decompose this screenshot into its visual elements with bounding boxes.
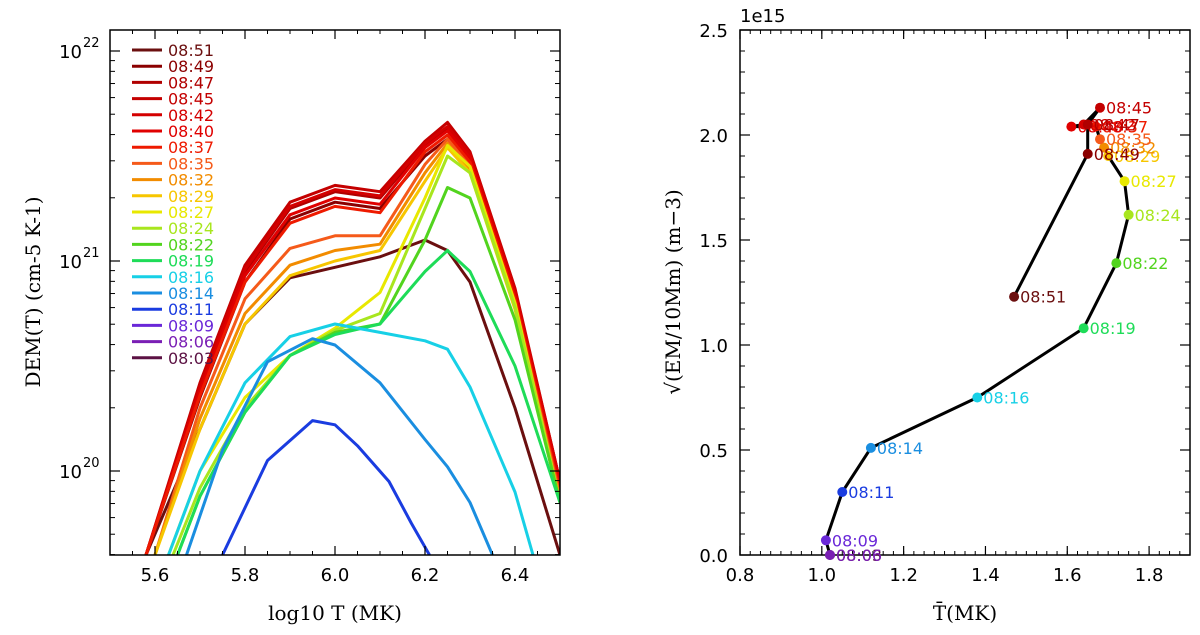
- dem-x-tick-label: 5.8: [231, 565, 260, 586]
- em-x-tick-label: 1.2: [889, 565, 918, 586]
- em-point-0824: [1123, 209, 1134, 220]
- em-point-label: 08:45: [1106, 99, 1152, 118]
- legend-label: 08:29: [168, 187, 214, 206]
- em-point-0827: [1119, 176, 1130, 187]
- em-point-0816: [972, 392, 983, 403]
- legend-label: 08:24: [168, 219, 214, 238]
- legend-label: 08:11: [168, 300, 214, 319]
- em-point-label: 08:51: [1020, 288, 1066, 307]
- em-point-0851: [1009, 291, 1020, 302]
- em-point-0829: [1103, 151, 1114, 161]
- em-point-0806: [825, 550, 835, 560]
- em-point-label: 08:14: [877, 439, 923, 458]
- em-point-label: 08:24: [1135, 206, 1181, 225]
- em-point-0819: [1078, 323, 1089, 334]
- legend-label: 08:42: [168, 106, 214, 125]
- em-point-label: 08:42: [1090, 116, 1136, 135]
- em-point-0835: [1095, 134, 1105, 145]
- em-y-tick-label: 0.0: [699, 546, 728, 567]
- em-point-label: 08:22: [1122, 254, 1168, 273]
- legend-label: 08:47: [168, 73, 214, 92]
- dem-x-tick-label: 5.6: [141, 565, 170, 586]
- em-x-axis-label: T̄(MK): [933, 600, 997, 625]
- dem-y-tick-label: 10: [59, 252, 82, 273]
- em-y-ticks: 0.0 0.5 1.0 1.5 2.0 2.5: [699, 21, 1190, 567]
- dem-curve-0816: [167, 322, 535, 555]
- em-y-axis-label: √(EM/10Mm) (m−3): [661, 189, 685, 394]
- em-point-0811: [837, 487, 848, 497]
- legend-label: 08:14: [168, 284, 214, 303]
- legend-label: 08:45: [168, 90, 214, 109]
- em-x-tick-label: 1.0: [807, 565, 836, 586]
- em-y-tick-label: 1.5: [699, 231, 728, 252]
- em-offset-label: 1e15: [740, 6, 785, 27]
- dem-y-tick-exponent: 21: [83, 246, 100, 261]
- em-point-label: 08:16: [983, 389, 1029, 408]
- legend-label: 08:03: [168, 349, 214, 368]
- dem-x-tick-label: 6.0: [321, 565, 350, 586]
- em-point-label: 08:29: [1114, 147, 1160, 166]
- dem-legend: 08:5108:4908:4708:4508:4208:4008:3708:35…: [132, 41, 214, 368]
- em-point-0845: [1095, 102, 1105, 113]
- legend-label: 08:35: [168, 154, 214, 173]
- legend-label: 08:32: [168, 171, 214, 190]
- dem-x-ticks: 5.6 5.8 6.0 6.2 6.4: [109, 30, 561, 586]
- em-point-label: 08:03: [836, 546, 882, 565]
- legend-label: 08:09: [168, 316, 214, 335]
- em-y-tick-label: 2.5: [699, 21, 728, 42]
- em-point-0849: [1082, 148, 1093, 159]
- em-x-tick-label: 1.8: [1135, 565, 1164, 586]
- em-point-0847: [1082, 119, 1093, 130]
- dem-y-tick-exponent: 20: [83, 456, 100, 471]
- em-point-label: 08:32: [1110, 139, 1156, 158]
- em-point-0809: [820, 535, 831, 546]
- em-x-ticks: 0.8 1.0 1.2 1.4 1.6 1.8: [726, 30, 1191, 586]
- em-point-label: 08:47: [1094, 116, 1140, 135]
- em-point-label: 08:06: [836, 546, 882, 565]
- em-point-0822: [1111, 258, 1122, 269]
- em-point-0832: [1099, 142, 1110, 153]
- dem-y-axis-label: DEM(T) (cm-5 K-1): [21, 197, 45, 388]
- em-point-0837: [1090, 121, 1101, 132]
- em-y-tick-label: 0.5: [699, 441, 728, 462]
- em-point-label: 08:11: [848, 483, 894, 502]
- em-point-label: 08:09: [832, 531, 878, 550]
- legend-label: 08:19: [168, 252, 214, 271]
- legend-label: 08:06: [168, 333, 214, 352]
- em-point-label: 08:37: [1102, 118, 1148, 137]
- em-point-label: 08:27: [1131, 172, 1177, 191]
- em-point-0814: [865, 442, 876, 453]
- dem-curve-0827: [167, 144, 560, 555]
- em-point-0840: [1066, 121, 1077, 132]
- dem-y-tick-exponent: 22: [83, 36, 100, 51]
- dem-x-tick-label: 6.4: [501, 565, 530, 586]
- legend-label: 08:51: [168, 41, 214, 60]
- em-y-tick-label: 1.0: [699, 336, 728, 357]
- legend-label: 08:40: [168, 122, 214, 141]
- dem-curves: [144, 120, 560, 555]
- dem-curve-0811: [221, 419, 431, 555]
- legend-label: 08:16: [168, 268, 214, 287]
- dem-y-tick-label: 10: [59, 462, 82, 483]
- dem-x-axis-label: log10 T (MK): [268, 601, 402, 625]
- dem-y-tick-label: 10: [59, 42, 82, 63]
- legend-label: 08:37: [168, 138, 214, 157]
- em-x-tick-label: 0.8: [726, 565, 755, 586]
- em-y-tick-label: 2.0: [699, 126, 728, 147]
- legend-label: 08:49: [168, 57, 214, 76]
- dem-x-tick-label: 6.2: [411, 565, 440, 586]
- dem-curve-0819: [176, 249, 560, 555]
- dem-curve-0814: [185, 337, 494, 555]
- legend-label: 08:27: [168, 203, 214, 222]
- em-x-tick-label: 1.6: [1053, 565, 1082, 586]
- legend-label: 08:22: [168, 235, 214, 254]
- em-point-label: 08:35: [1106, 130, 1152, 149]
- em-point-label: 08:19: [1090, 319, 1136, 338]
- em-x-tick-label: 1.4: [971, 565, 1000, 586]
- em-point-label: 08:49: [1094, 145, 1140, 164]
